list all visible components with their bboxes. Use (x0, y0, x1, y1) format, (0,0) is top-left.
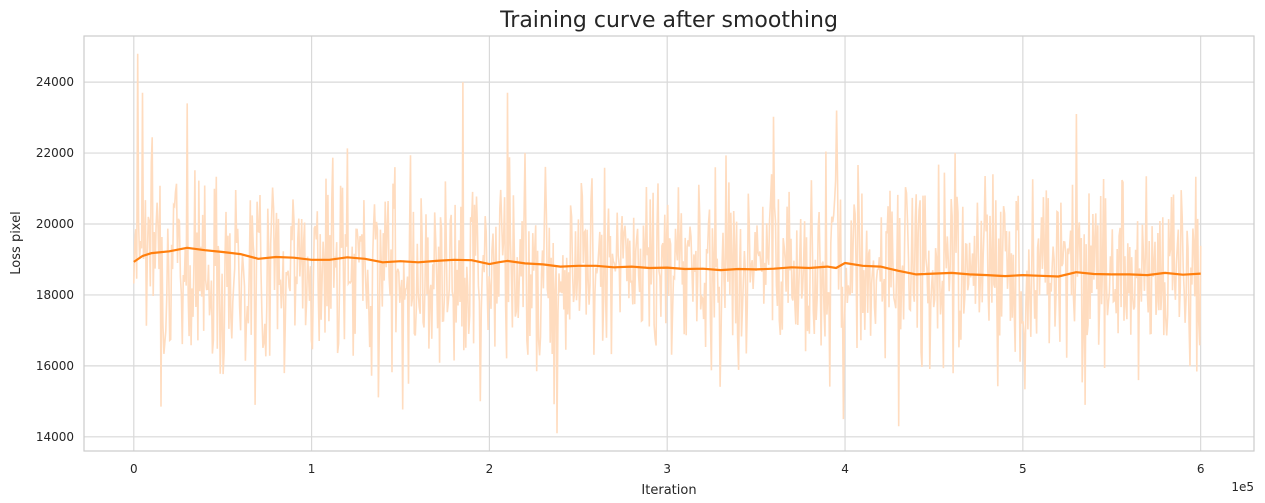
x-offset-label: 1e5 (1231, 480, 1254, 494)
smoothed-loss-line (133, 246, 1201, 278)
smoothed-series-layer (133, 246, 1201, 278)
raw-loss-line (133, 53, 1202, 434)
y-tick-label: 22000 (36, 146, 74, 160)
x-tick-label: 2 (486, 462, 494, 476)
chart-title: Training curve after smoothing (499, 8, 838, 33)
y-tick-label: 20000 (36, 217, 74, 231)
x-tick-label: 3 (663, 462, 671, 476)
plot-frame (83, 35, 1255, 452)
y-tick-labels: 14000 16000 18000 20000 22000 24000 (36, 75, 74, 444)
x-tick-label: 5 (1019, 462, 1027, 476)
x-tick-label: 4 (841, 462, 849, 476)
y-tick-label: 18000 (36, 288, 74, 302)
grid-layer (84, 36, 1254, 451)
y-axis-label: Loss pixel (9, 211, 24, 274)
x-tick-labels: 0 1 2 3 4 5 6 (130, 462, 1205, 476)
y-tick-label: 16000 (36, 359, 74, 373)
x-tick-label: 6 (1197, 462, 1205, 476)
y-tick-label: 14000 (36, 430, 74, 444)
x-axis-label: Iteration (641, 483, 696, 498)
y-tick-label: 24000 (36, 75, 74, 89)
x-tick-label: 0 (130, 462, 138, 476)
raw-series-layer (133, 53, 1202, 434)
x-tick-label: 1 (308, 462, 316, 476)
